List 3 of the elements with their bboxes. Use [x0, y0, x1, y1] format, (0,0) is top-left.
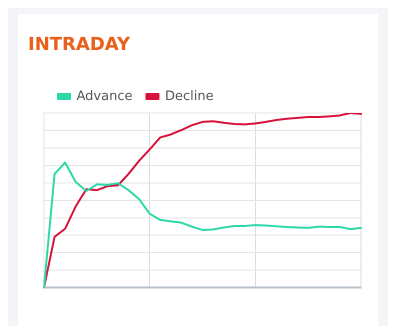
chart-title: INTRADAY [28, 34, 130, 55]
legend-label: Advance [76, 88, 132, 104]
legend-label: Decline [164, 88, 214, 104]
